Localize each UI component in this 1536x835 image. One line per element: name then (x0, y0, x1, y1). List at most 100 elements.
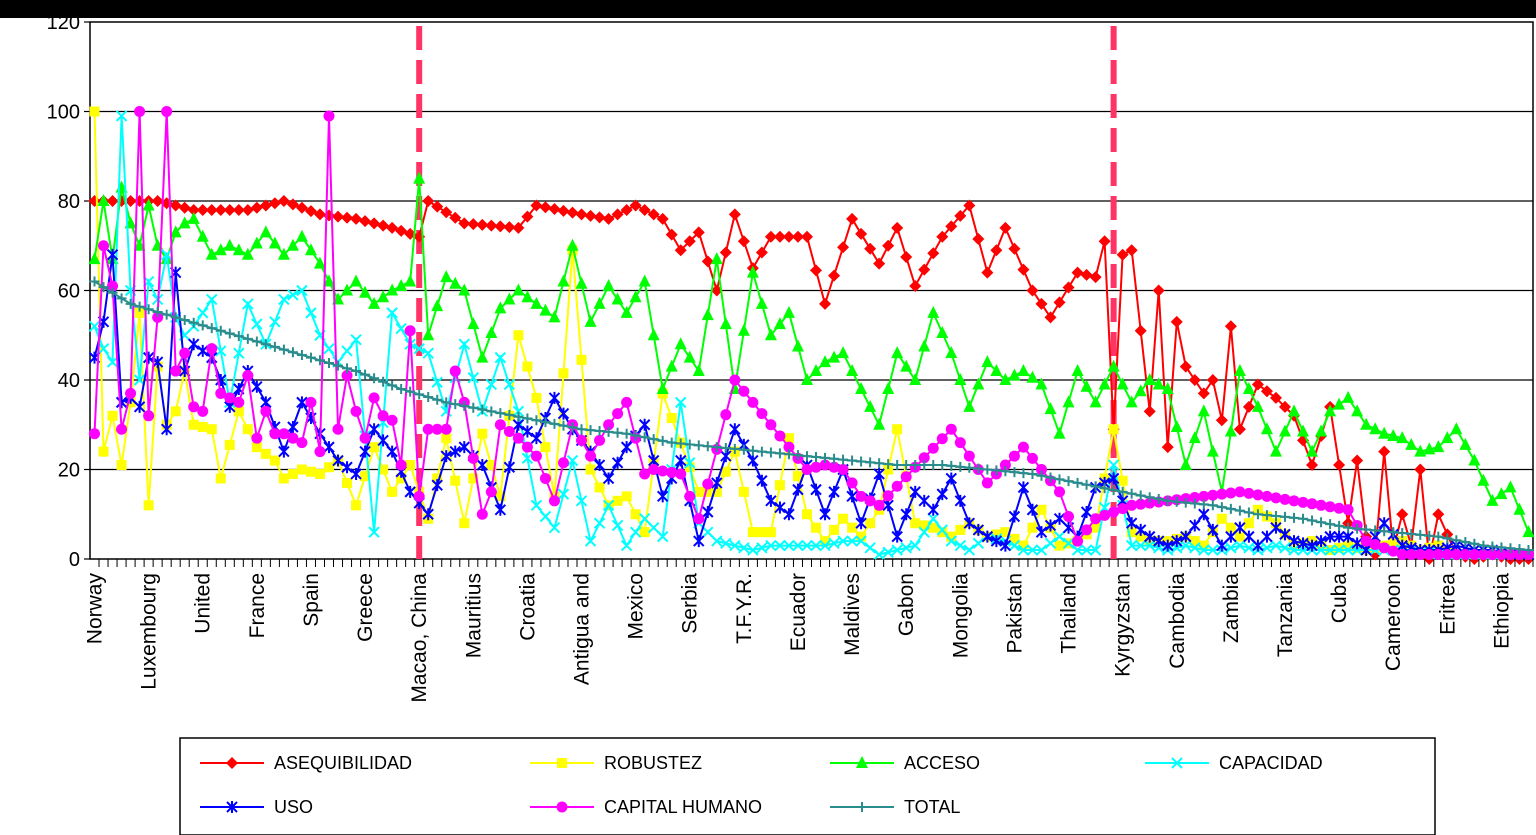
data-point (386, 283, 399, 296)
data-point (909, 539, 921, 552)
data-point (107, 287, 118, 298)
data-point (1035, 544, 1048, 556)
data-point (1252, 539, 1264, 552)
data-point (1198, 544, 1210, 556)
data-point (1144, 492, 1155, 503)
data-point (1306, 539, 1318, 552)
data-point (1171, 757, 1183, 769)
data-point (260, 448, 271, 459)
data-point (1405, 437, 1418, 450)
data-point (674, 337, 687, 350)
data-point (1134, 384, 1147, 397)
data-point (747, 454, 759, 467)
data-point (811, 522, 822, 533)
data-point (530, 432, 543, 445)
data-point (1297, 537, 1309, 550)
data-point (494, 351, 507, 364)
data-point (1233, 423, 1246, 436)
data-point (1315, 544, 1327, 556)
data-point (666, 437, 677, 448)
data-point (387, 380, 398, 391)
data-point (918, 263, 931, 276)
data-point (422, 347, 434, 359)
data-point (792, 483, 804, 496)
data-point (1009, 467, 1020, 478)
data-point (1008, 510, 1021, 523)
data-point (224, 328, 235, 339)
data-point (368, 423, 380, 436)
data-point (620, 441, 633, 454)
data-point (522, 413, 533, 424)
data-point (567, 422, 578, 433)
data-point (224, 439, 235, 450)
data-point (720, 443, 731, 454)
data-point (728, 208, 741, 221)
x-tick-label: Ecuador (787, 573, 810, 651)
data-point (405, 460, 416, 471)
data-point (1243, 487, 1255, 499)
data-point (981, 355, 994, 368)
data-point (98, 240, 110, 252)
data-point (945, 472, 957, 485)
x-tick-label: Norway (84, 573, 107, 645)
data-point (765, 494, 777, 507)
data-point (918, 526, 930, 538)
data-point (179, 315, 190, 326)
data-point (503, 292, 516, 305)
data-point (494, 301, 507, 314)
data-point (1288, 495, 1300, 507)
data-point (1143, 530, 1156, 543)
data-point (819, 297, 832, 310)
data-point (648, 434, 659, 445)
data-point (1107, 459, 1120, 471)
data-point (576, 424, 587, 435)
data-point (512, 432, 524, 444)
data-point (1161, 441, 1174, 454)
data-point (629, 526, 642, 538)
x-tick-label: Cameroon (1382, 573, 1405, 671)
data-point (756, 446, 767, 457)
data-point (467, 317, 480, 330)
data-point (801, 451, 812, 462)
data-point (1242, 400, 1255, 413)
data-point (1442, 533, 1453, 544)
data-point (720, 466, 731, 477)
data-point (620, 305, 633, 318)
data-point (991, 529, 1002, 540)
data-point (503, 378, 516, 391)
data-point (359, 215, 372, 228)
data-point (719, 317, 732, 330)
data-point (855, 490, 867, 502)
data-point (990, 244, 1003, 257)
data-point (1224, 424, 1237, 437)
data-point (629, 199, 642, 212)
data-point (539, 472, 551, 484)
data-point (359, 432, 371, 444)
data-point (449, 365, 461, 377)
data-point (106, 248, 119, 261)
data-point (719, 246, 732, 259)
data-point (891, 221, 904, 234)
data-point (295, 229, 308, 242)
data-point (1098, 235, 1111, 248)
data-point (1252, 509, 1263, 520)
data-point (846, 535, 858, 547)
data-point (576, 434, 588, 446)
data-point (927, 247, 940, 260)
series-capital-humano (89, 106, 1534, 561)
data-point (350, 467, 362, 480)
data-point (566, 454, 579, 467)
data-point (170, 406, 181, 417)
data-point (1197, 404, 1210, 417)
data-point (1234, 521, 1246, 534)
data-point (773, 230, 786, 243)
data-point (782, 305, 795, 318)
data-point (1189, 491, 1201, 503)
data-point (197, 307, 209, 319)
data-point (800, 230, 813, 243)
data-point (432, 394, 443, 405)
data-point (160, 248, 173, 261)
data-point (1072, 535, 1084, 547)
data-point (205, 203, 218, 216)
data-point (919, 520, 930, 531)
